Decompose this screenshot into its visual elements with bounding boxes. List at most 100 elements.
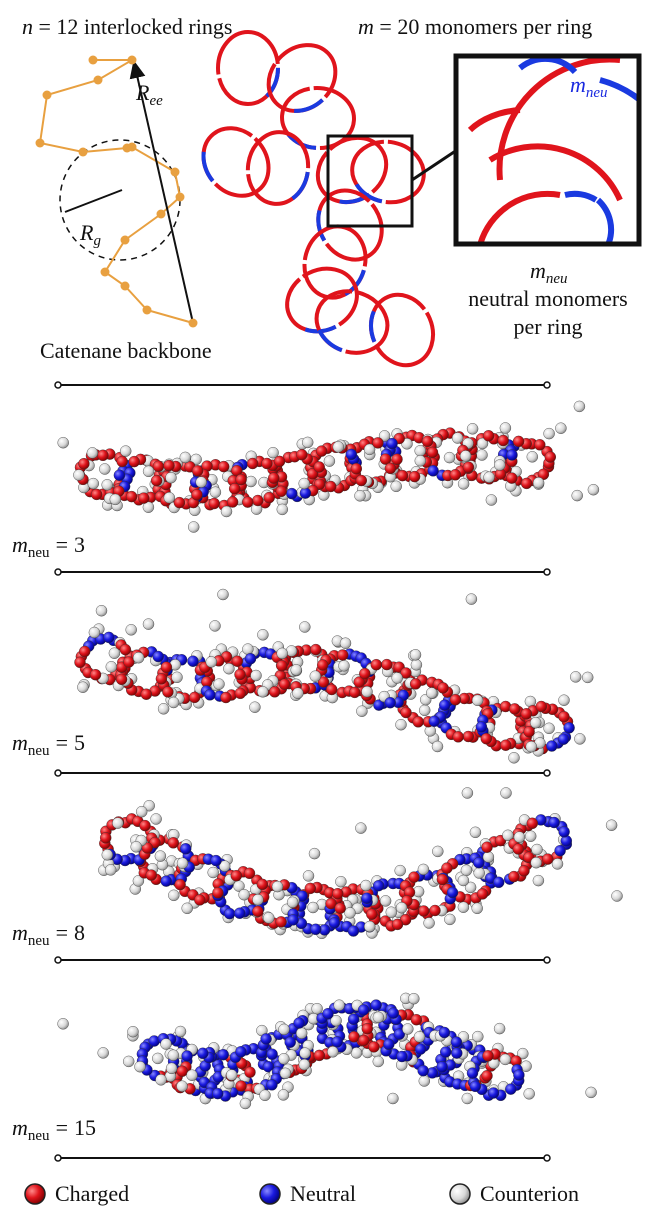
- counterion: [105, 661, 118, 673]
- counterion: [167, 696, 180, 709]
- counterion: [242, 643, 254, 655]
- neutral-monomer: [475, 721, 488, 733]
- counterion: [298, 1058, 310, 1071]
- counterion: [327, 1046, 339, 1058]
- charged-monomer: [409, 678, 422, 690]
- counterion: [125, 624, 137, 636]
- charged-monomer: [140, 688, 153, 700]
- label-value: 15: [74, 1115, 96, 1140]
- charged-monomer: [317, 659, 329, 671]
- neutral-monomer: [345, 448, 357, 461]
- label-value: 3: [74, 532, 85, 557]
- backbone: [38, 59, 194, 324]
- scale-end: [543, 956, 551, 964]
- counterion: [500, 787, 512, 799]
- charged-monomer: [325, 480, 337, 493]
- counterion: [525, 830, 537, 842]
- backbone-bead: [100, 267, 110, 277]
- counterion: [181, 902, 193, 914]
- charged-monomer: [436, 873, 449, 886]
- charged-monomer: [256, 878, 269, 891]
- counterion: [276, 503, 288, 516]
- counterion: [165, 1062, 178, 1075]
- charged-monomer: [368, 1041, 380, 1053]
- counterion: [350, 1047, 363, 1059]
- counterion: [360, 879, 372, 892]
- charged-monomer: [128, 455, 140, 468]
- charged-monomer: [410, 1014, 423, 1026]
- charged-monomer: [137, 492, 150, 504]
- label-value: 5: [74, 730, 85, 755]
- label-symbol: m: [12, 532, 28, 557]
- neutral-monomer: [546, 740, 558, 752]
- neutral-monomer: [384, 697, 396, 709]
- counterion: [309, 670, 321, 682]
- charged-monomer: [304, 882, 316, 895]
- counterion: [354, 490, 366, 502]
- neutral-monomer: [347, 925, 360, 937]
- charged-monomer: [353, 676, 365, 688]
- backbone-bead: [35, 138, 45, 148]
- rg-label: Rg: [79, 220, 101, 249]
- label-subscript: neu: [28, 933, 50, 949]
- counterion: [155, 1074, 167, 1086]
- charged-monomer: [449, 469, 461, 481]
- counterion: [112, 817, 124, 829]
- neutral-monomer: [287, 914, 299, 926]
- counterion: [390, 480, 402, 492]
- charged-monomer: [228, 483, 241, 495]
- charged-monomer: [162, 686, 174, 698]
- neutral-monomer: [450, 1036, 463, 1048]
- neutral-monomer: [386, 437, 398, 450]
- charged-monomer: [379, 453, 392, 465]
- neutral-arc: [285, 266, 359, 334]
- counterion: [457, 874, 470, 887]
- charged-monomer: [235, 1080, 247, 1092]
- charged-monomer: [89, 669, 102, 681]
- charged-monomer: [372, 437, 384, 449]
- neutral-monomer: [310, 923, 322, 935]
- neutral-monomer: [554, 845, 566, 857]
- counterion: [290, 664, 302, 676]
- panel-label: mneu = 3: [12, 532, 85, 561]
- neutral-monomer: [328, 917, 341, 929]
- backbone-label: Catenane backbone: [40, 338, 212, 363]
- counterion: [543, 427, 555, 440]
- charged-monomer: [226, 496, 239, 508]
- counterion: [364, 920, 376, 933]
- neutral-monomer: [417, 1064, 429, 1077]
- counterion: [372, 1055, 384, 1068]
- neutral-monomer: [260, 1033, 272, 1045]
- neutral-monomer: [293, 1017, 305, 1029]
- counterion: [395, 719, 407, 731]
- counterion: [502, 829, 514, 841]
- label-equals: =: [56, 920, 68, 945]
- counterion: [101, 479, 113, 491]
- counterion: [339, 637, 352, 649]
- scale-end: [54, 381, 62, 389]
- charged-monomer: [234, 687, 247, 699]
- backbone-bead: [42, 90, 52, 100]
- neutral-monomer: [211, 1087, 224, 1100]
- charged-monomer: [278, 678, 291, 690]
- counterion: [278, 1053, 290, 1065]
- backbone-bead: [188, 318, 198, 328]
- counterion: [508, 752, 520, 764]
- neutral-arc: [316, 188, 384, 262]
- counterion: [108, 647, 121, 659]
- charged-monomer: [426, 446, 439, 459]
- counterion: [87, 477, 100, 490]
- counterion: [570, 671, 582, 683]
- counterion: [460, 864, 473, 876]
- counterion: [532, 874, 545, 887]
- neutral-monomer: [372, 880, 385, 892]
- counterion: [296, 1027, 308, 1039]
- neutral-monomer: [244, 653, 257, 665]
- counterion: [363, 443, 376, 456]
- counterion: [271, 880, 284, 893]
- counterion: [238, 889, 250, 901]
- charged-monomer: [476, 888, 489, 900]
- counterion: [95, 605, 108, 617]
- counterion: [555, 422, 567, 434]
- counterion: [207, 866, 219, 879]
